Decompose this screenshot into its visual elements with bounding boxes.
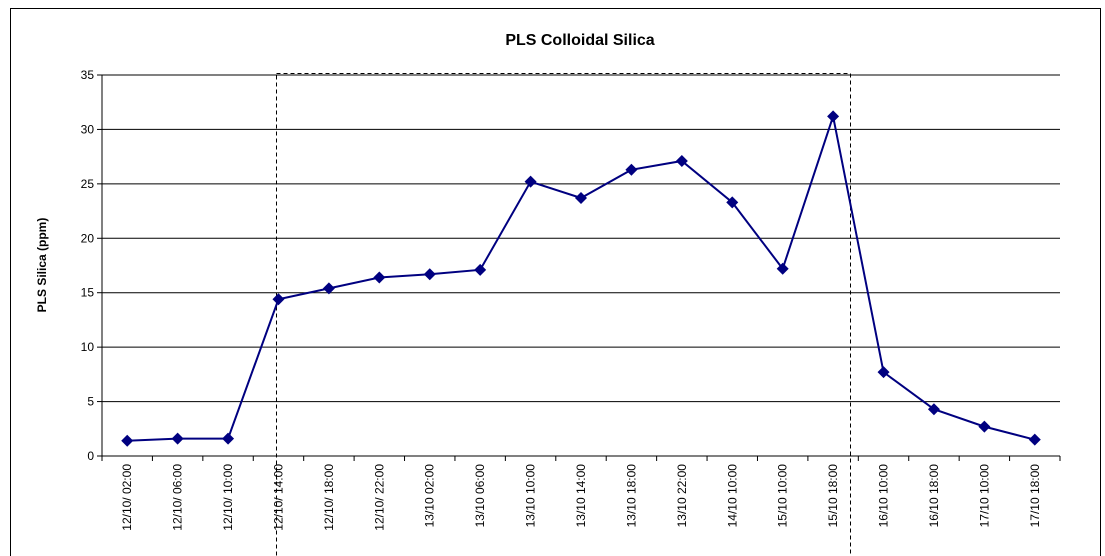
- x-tick-label: 17/10 18:00: [1028, 464, 1042, 528]
- marker: [978, 420, 991, 433]
- y-tick-label: 0: [87, 449, 94, 463]
- y-tick-label: 15: [81, 286, 95, 300]
- y-tick-label: 10: [81, 340, 95, 354]
- x-tick-label: 14/10 10:00: [725, 464, 739, 528]
- x-tick-label: 12/10/ 18:00: [322, 464, 336, 531]
- x-tick-label: 13/10 22:00: [675, 464, 689, 528]
- marker: [625, 163, 638, 176]
- y-axis-label: PLS Silica (ppm): [35, 218, 49, 313]
- y-tick-label: 5: [87, 395, 94, 409]
- marker: [474, 263, 487, 276]
- x-tick-label: 17/10 10:00: [977, 464, 991, 528]
- x-tick-label: 12/10/ 14:00: [271, 464, 285, 531]
- x-tick-label: 13/10 14:00: [574, 464, 588, 528]
- marker: [726, 196, 739, 209]
- y-tick-label: 20: [81, 231, 95, 245]
- marker: [222, 432, 235, 445]
- marker: [827, 110, 840, 123]
- marker: [121, 434, 134, 447]
- marker: [524, 175, 537, 188]
- x-tick-label: 12/10/ 22:00: [372, 464, 386, 531]
- y-tick-label: 35: [81, 68, 95, 82]
- chart-border: [10, 8, 1101, 556]
- x-tick-label: 13/10 18:00: [624, 464, 638, 528]
- marker: [776, 262, 789, 275]
- marker: [575, 192, 587, 205]
- x-tick-label: 15/10 18:00: [826, 464, 840, 528]
- chart-title: PLS Colloidal Silica: [505, 32, 654, 49]
- x-tick-label: 12/10/ 06:00: [171, 464, 185, 531]
- x-tick-label: 13/10 10:00: [524, 464, 538, 528]
- marker: [927, 403, 940, 416]
- marker: [272, 293, 285, 306]
- highlight-box: [276, 73, 851, 556]
- x-tick-label: 12/10/ 10:00: [221, 464, 235, 531]
- marker: [373, 271, 386, 284]
- y-tick-label: 30: [81, 122, 95, 136]
- x-tick-label: 16/10 10:00: [877, 464, 891, 528]
- x-tick-label: 13/10 02:00: [423, 464, 437, 528]
- marker: [322, 282, 335, 295]
- marker: [675, 154, 688, 167]
- y-tick-label: 25: [81, 177, 95, 191]
- marker: [171, 432, 184, 445]
- x-tick-label: 15/10 10:00: [776, 464, 790, 528]
- x-tick-label: 13/10 06:00: [473, 464, 487, 528]
- marker: [877, 366, 890, 379]
- x-tick-label: 16/10 18:00: [927, 464, 941, 528]
- marker: [423, 268, 436, 281]
- x-tick-label: 12/10/ 02:00: [120, 464, 134, 531]
- marker: [1028, 433, 1041, 446]
